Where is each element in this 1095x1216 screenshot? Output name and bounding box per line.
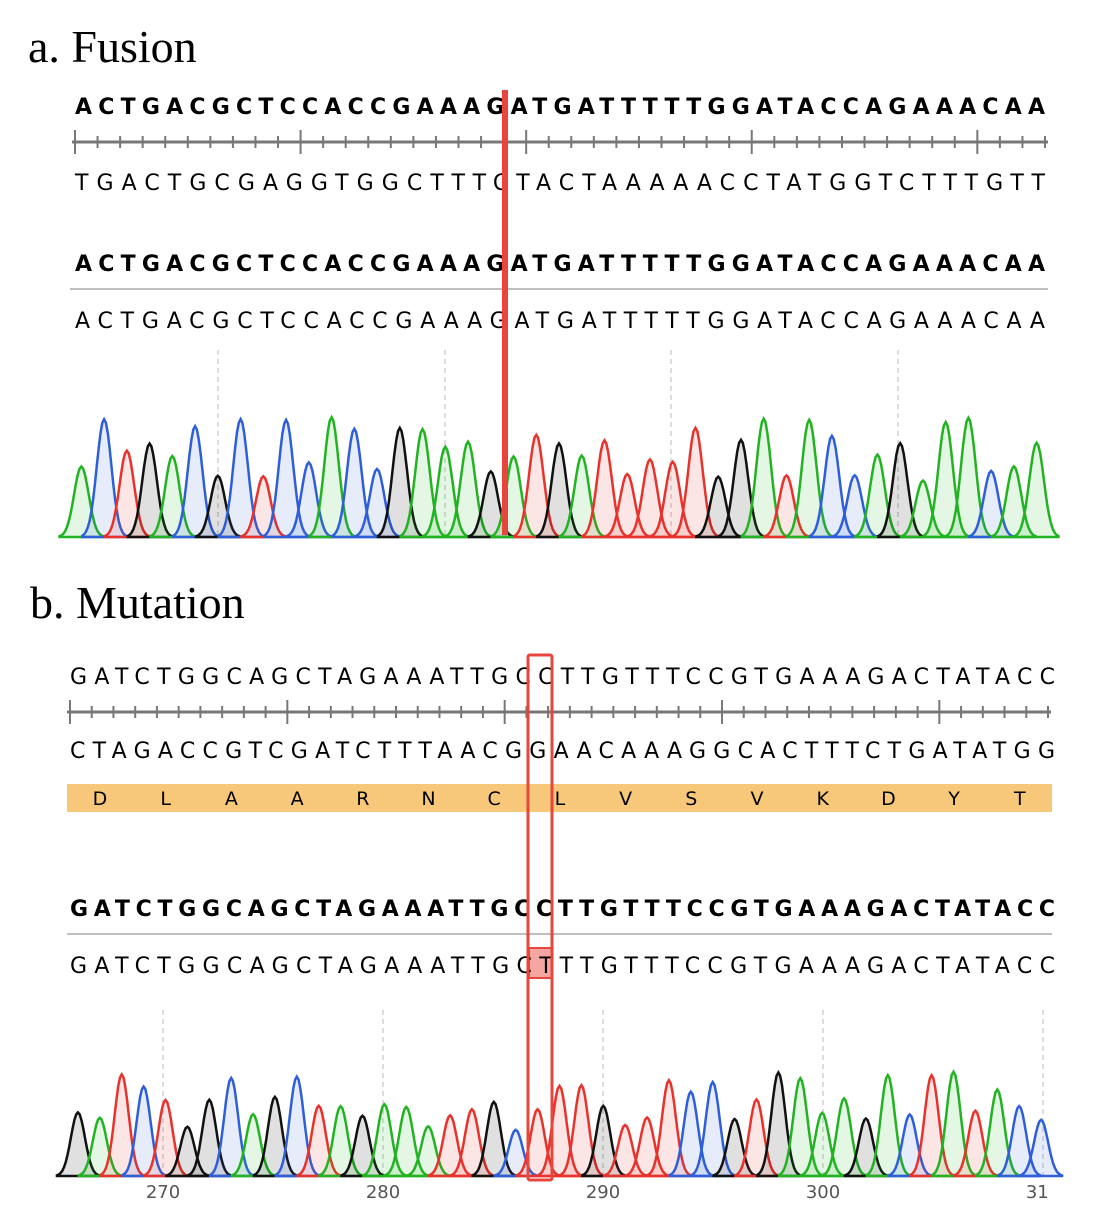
sequence: GATCTGGCAGCTAGAAATTGCCTTGTTTCCGTGAAAGACT… <box>70 665 1055 690</box>
trace-peak <box>953 1108 998 1178</box>
amino-acid: T <box>1013 788 1026 810</box>
trace-peak <box>186 1097 232 1178</box>
trace-peak <box>208 1075 254 1178</box>
panel-title: b. Mutation <box>30 577 245 628</box>
sequence: ACTGACGCTCCACCGAAAGATGATTTTTGGATACCAGAAA… <box>75 252 1045 277</box>
trace-peak <box>149 453 196 539</box>
amino-acid: L <box>160 788 171 810</box>
trace-peak <box>990 464 1038 539</box>
trace-peak <box>672 425 719 539</box>
amino-acid: S <box>685 788 697 810</box>
sequence: TGACTGCGAGGTGGCTTTCTACTAAAAACCTATGGTCTTT… <box>74 171 1046 196</box>
amino-acid: A <box>291 788 304 810</box>
trace-peak <box>877 440 924 539</box>
trace-peak <box>331 426 378 539</box>
amino-acid: Y <box>947 788 960 810</box>
trace-peak <box>58 464 105 539</box>
trace-peak <box>712 1117 757 1178</box>
trace-peak <box>690 1079 736 1178</box>
trace-peak <box>171 423 219 539</box>
trace-peak <box>581 437 628 539</box>
amino-acid: V <box>751 788 764 810</box>
trace-peak <box>649 459 696 539</box>
amino-acid: A <box>225 788 238 810</box>
trace-peak <box>865 1072 911 1178</box>
panel-title: a. Fusion <box>28 21 197 72</box>
trace-peak <box>734 1097 779 1178</box>
trace-peak <box>777 1075 823 1178</box>
amino-acid: C <box>488 788 501 810</box>
sequence: ACTGACGCTCCACCGAAAGATGATTTTTGGATACCAGAAA… <box>75 309 1045 334</box>
trace-peak <box>763 473 810 539</box>
trace-peak <box>471 1099 517 1178</box>
trace-peak <box>194 474 241 539</box>
trace-peak <box>1013 440 1060 539</box>
amino-acid: D <box>881 788 896 810</box>
trace-peak <box>230 1112 276 1178</box>
amino-acid: N <box>421 788 435 810</box>
trace-peak <box>493 1128 539 1178</box>
sequence: GATCTGGCAGCTAGAAATTGCTTTGTTTCCGTGAAAGACT… <box>70 954 1055 979</box>
trace-peak <box>624 1115 670 1178</box>
trace-peak <box>831 473 878 539</box>
sequence: ACTGACGCTCCACCGAAAGATGATTTTTGGATACCAGAAA… <box>75 95 1045 120</box>
axis-label: 290 <box>586 1182 620 1203</box>
ruler <box>72 130 1048 154</box>
trace-peak <box>740 415 787 539</box>
trace-peak <box>353 467 401 539</box>
trace-peak <box>808 433 856 539</box>
axis-label: 270 <box>146 1182 180 1203</box>
chromatogram <box>58 350 1060 539</box>
trace-peak <box>262 417 310 539</box>
trace-peak <box>931 1069 976 1178</box>
axis-label: 310 <box>1026 1182 1060 1203</box>
trace-peak <box>843 1116 889 1178</box>
trace-peak <box>143 1097 188 1178</box>
axis-label: 280 <box>366 1182 400 1203</box>
sequence: CTAGACCGTCGATCTTTAACGGAACAAAGGCACTTTCTGA… <box>70 739 1055 764</box>
ruler <box>67 700 1051 724</box>
trace-peak <box>1018 1118 1064 1178</box>
amino-acid-bar <box>67 784 1052 812</box>
amino-acid: R <box>356 788 369 810</box>
trace-peak <box>444 439 492 539</box>
trace-peak <box>77 1116 123 1178</box>
trace-peak <box>240 474 287 539</box>
sequence: GATCTGGCAGCTAGAAATTGCCTTGTTTCCGTGAAAGACT… <box>70 897 1055 922</box>
axis-label: 300 <box>806 1182 840 1203</box>
amino-acid: K <box>816 788 829 810</box>
amino-acid: L <box>555 788 566 810</box>
amino-acid: V <box>619 788 632 810</box>
trace-peak <box>695 474 742 539</box>
trace-peak <box>165 1125 210 1178</box>
trace-peak <box>285 460 332 539</box>
mutation-box <box>526 653 554 1182</box>
trace-peak <box>945 414 992 539</box>
chromatogram <box>55 1010 1064 1178</box>
trace-peak <box>217 416 264 539</box>
amino-acid: D <box>93 788 108 810</box>
trace-peak <box>887 1112 933 1178</box>
trace-peak <box>899 478 947 539</box>
